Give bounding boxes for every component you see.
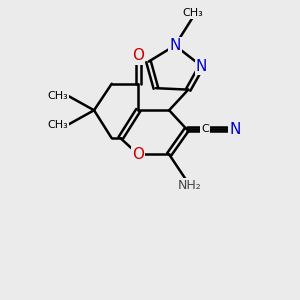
Text: O: O (132, 147, 144, 162)
Text: CH₃: CH₃ (47, 120, 68, 130)
Text: O: O (132, 48, 144, 63)
Text: CH₃: CH₃ (182, 8, 203, 18)
Text: C: C (201, 124, 209, 134)
Text: N: N (169, 38, 181, 53)
Text: NH₂: NH₂ (178, 179, 202, 192)
Text: CH₃: CH₃ (47, 91, 68, 100)
Text: N: N (230, 122, 241, 137)
Text: N: N (196, 58, 207, 74)
